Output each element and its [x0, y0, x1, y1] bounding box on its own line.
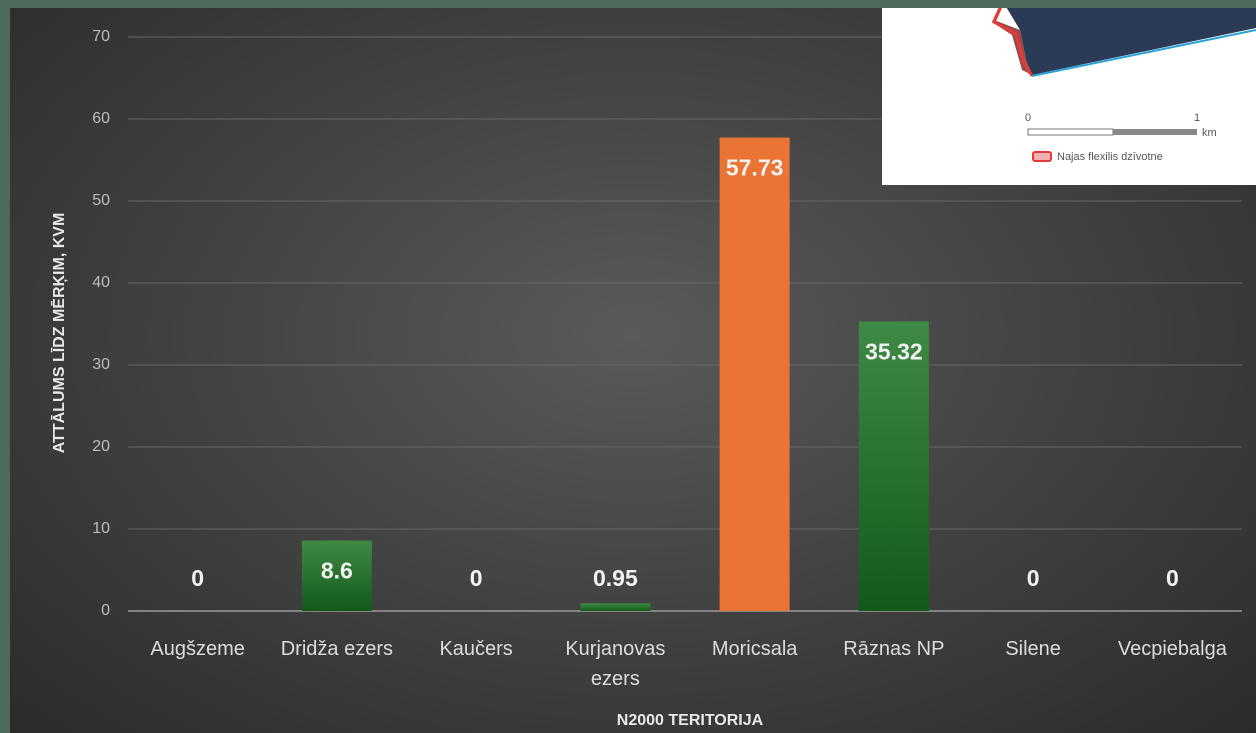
y-tick-label: 0 [101, 602, 110, 619]
x-tick-label: Kaučers [439, 638, 513, 660]
x-tick-label: Vecpiebalga [1117, 638, 1227, 660]
x-tick-label: Augšzeme [150, 638, 245, 660]
y-tick-label: 50 [92, 192, 110, 209]
data-label: 0 [191, 565, 204, 591]
habitat-outline [992, 8, 1034, 77]
map-inset: 0 1 km Najas flexilis dzīvotne [882, 8, 1256, 185]
scale-bar [1113, 129, 1197, 135]
chart: ATTĀLUMS LĪDZ MĒRĶIM, KVM N2000 TERITORI… [49, 28, 1242, 729]
legend-label: Najas flexilis dzīvotne [1057, 151, 1163, 163]
bar [580, 603, 651, 611]
scale-label: 0 [1025, 112, 1031, 124]
y-tick-label: 60 [92, 110, 110, 127]
data-label: 8.6 [321, 558, 353, 584]
scale-unit: km [1202, 127, 1217, 139]
bar [301, 540, 372, 611]
shore [1031, 29, 1256, 77]
y-tick-label: 70 [92, 28, 110, 45]
legend-swatch [1032, 151, 1052, 162]
y-tick-label: 40 [92, 274, 110, 291]
map: 0 1 km Najas flexilis dzīvotne [992, 8, 1256, 163]
data-label: 0.95 [593, 565, 638, 591]
y-tick-label: 20 [92, 438, 110, 455]
x-tick-label: Moricsala [711, 638, 798, 660]
data-label: 0 [470, 565, 483, 591]
bar [719, 137, 790, 611]
y-tick-label: 10 [92, 520, 110, 537]
y-tick-label: 30 [92, 356, 110, 373]
scale-label: 1 [1194, 112, 1200, 124]
bar [858, 321, 929, 611]
data-label: 0 [1027, 565, 1040, 591]
data-label: 57.73 [726, 155, 784, 181]
x-tick-label: Dridža ezers [280, 638, 393, 660]
chart-area: ATTĀLUMS LĪDZ MĒRĶIM, KVM N2000 TERITORI… [10, 8, 1256, 733]
scale-bar [1027, 128, 1114, 136]
x-tick-label: Silene [1005, 638, 1061, 660]
x-tick-label: Kurjanovas ezers [565, 638, 666, 690]
data-label: 0 [1166, 565, 1179, 591]
x-axis-title: N2000 TERITORIJA [617, 712, 764, 729]
x-tick-label: Rāznas NP [843, 638, 945, 660]
data-label: 35.32 [865, 338, 923, 364]
lake [1006, 8, 1256, 75]
y-axis-title: ATTĀLUMS LĪDZ MĒRĶIM, KVM [49, 213, 68, 454]
